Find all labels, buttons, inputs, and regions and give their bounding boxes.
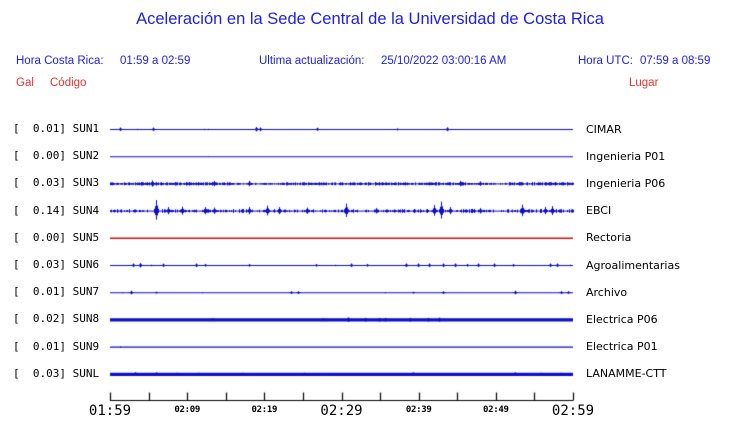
trace-label-SUN1: [ 0.01] SUN1 — [13, 122, 100, 135]
trace-label-SUN2: [ 0.00] SUN2 — [13, 149, 100, 163]
station-name-SUN3: Ingenieria P06 — [586, 176, 666, 190]
station-name-SUN2: Ingenieria P01 — [586, 149, 666, 163]
hora-utc-label: Hora UTC: — [578, 55, 633, 67]
column-header-codigo: Código — [50, 77, 87, 89]
x-axis-label-0229: 02:29 — [320, 403, 363, 419]
x-axis-label-0249: 02:49 — [483, 405, 509, 415]
station-name-SUN1: CIMAR — [586, 122, 622, 136]
x-axis-label-0259: 02:59 — [551, 403, 595, 419]
x-axis-label-0209: 02:09 — [174, 405, 200, 415]
station-name-SUN7: Archivo — [586, 285, 628, 299]
last-update-label: Ultima actualización: — [259, 55, 365, 67]
trace-label-SUN4: [ 0.14] SUN4 — [13, 203, 100, 217]
hora-costa-rica-value: 01:59 a 02:59 — [120, 55, 191, 67]
trace-label-SUNL: [ 0.03] SUNL — [13, 366, 100, 380]
hora-costa-rica-label: Hora Costa Rica: — [16, 55, 104, 67]
page-title: Aceleración en la Sede Central de la Uni… — [136, 10, 604, 28]
x-axis-label-0219: 02:19 — [251, 405, 278, 415]
trace-label-SUN6: [ 0.03] SUN6 — [13, 258, 100, 271]
trace-label-SUN5: [ 0.00] SUN5 — [13, 230, 100, 244]
station-name-SUN6: Agroalimentarias — [586, 258, 680, 272]
station-name-SUNL: LANAMME-CTT — [586, 367, 667, 381]
x-axis-label-0239: 02:39 — [405, 405, 432, 415]
column-header-lugar: Lugar — [629, 77, 659, 89]
station-name-SUN5: Rectoria — [586, 231, 632, 245]
x-axis-label-0159: 01:59 — [88, 403, 132, 419]
trace-label-SUN8: [ 0.02] SUN8 — [13, 312, 100, 326]
station-name-SUN4: EBCI — [586, 204, 612, 218]
trace-label-SUN3: [ 0.03] SUN3 — [13, 176, 100, 190]
hora-utc-value: 07:59 a 08:59 — [640, 55, 711, 67]
station-name-SUN8: Electrica P06 — [586, 312, 658, 326]
column-header-gal: Gal — [16, 77, 34, 89]
trace-label-SUN7: [ 0.01] SUN7 — [13, 285, 100, 299]
last-update-value: 25/10/2022 03:00:16 AM — [381, 55, 507, 67]
trace-label-SUN9: [ 0.01] SUN9 — [13, 339, 100, 353]
station-name-SUN9: Electrica P01 — [586, 340, 658, 354]
